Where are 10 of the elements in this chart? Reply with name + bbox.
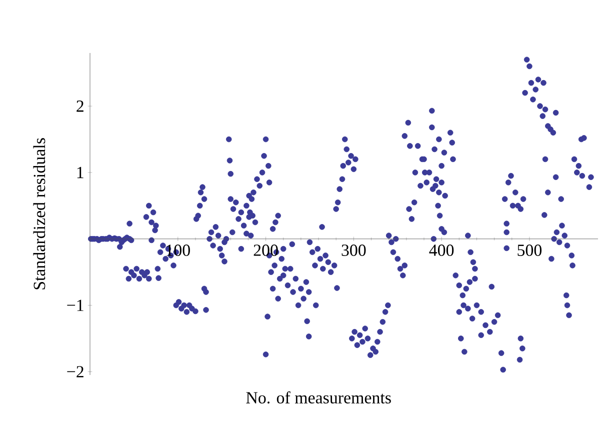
y-tick-label: 1 [77,166,84,178]
y-tick-label: 2 [76,100,84,112]
x-axis-title: No. of measurements [246,391,391,404]
x-tick-label: 300 [342,244,366,256]
y-tick-label: −1 [67,300,84,311]
y-tick-label: −2 [67,366,84,378]
x-tick-label: 200 [254,244,278,256]
x-tick-label: 400 [429,244,454,256]
x-tick-label: 500 [518,244,542,256]
y-axis-title: Standardized residuals [33,138,46,290]
